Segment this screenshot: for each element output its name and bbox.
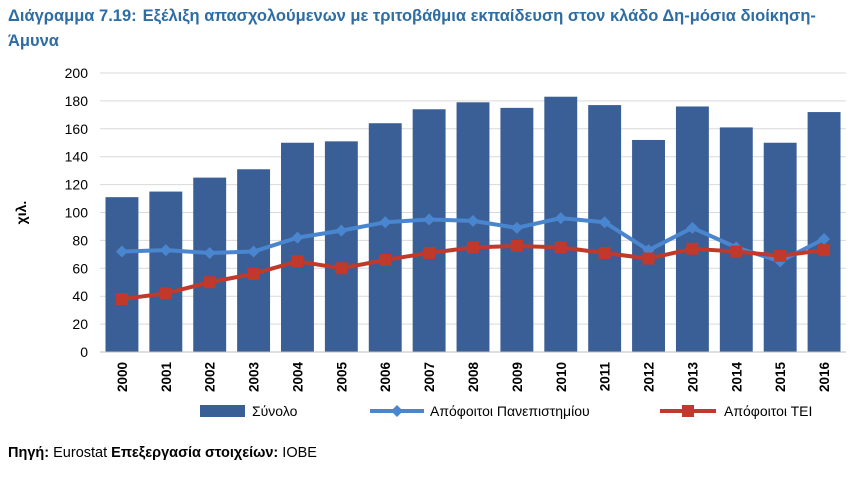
x-tick-label: 2006 [378, 362, 393, 393]
data-point [554, 212, 567, 225]
bar [193, 177, 227, 352]
x-tick-label: 2012 [642, 362, 657, 392]
data-point [818, 244, 831, 257]
bar [237, 169, 271, 352]
data-point [642, 244, 655, 257]
data-point [247, 267, 260, 280]
bar [807, 112, 841, 352]
source-processor: ΙΟΒΕ [282, 445, 317, 461]
legend-label: Απόφοιτοι ΤΕΙ [724, 403, 812, 419]
data-point [115, 292, 128, 305]
bar [149, 191, 183, 352]
y-tick-label: 160 [65, 121, 89, 137]
y-tick-label: 0 [80, 344, 88, 360]
x-tick-label: 2001 [159, 362, 174, 393]
data-point [291, 231, 304, 244]
bar [412, 109, 446, 353]
source-note: Πηγή: Eurostat Επεξεργασία στοιχείων: ΙΟ… [8, 445, 317, 461]
data-point [598, 216, 611, 229]
x-tick-label: 2011 [598, 362, 613, 392]
source-processing-label: Επεξεργασία στοιχείων: [111, 445, 279, 461]
y-tick-label: 180 [65, 93, 89, 109]
legend-marker [682, 405, 694, 417]
x-tick-label: 2009 [510, 362, 525, 392]
x-tick-label: 2014 [729, 362, 744, 393]
y-tick-label: 100 [65, 205, 89, 221]
bar [763, 142, 797, 352]
data-point [510, 221, 523, 234]
data-point [115, 245, 128, 258]
data-point [467, 241, 479, 254]
source-origin: Eurostat [53, 445, 108, 461]
x-tick-label: 2016 [817, 362, 832, 393]
bar [105, 197, 139, 352]
data-point [686, 221, 699, 234]
bar [456, 102, 490, 352]
data-point [598, 246, 611, 259]
y-tick-label: 120 [65, 177, 89, 193]
y-tick-label: 140 [65, 149, 89, 165]
chart-title: Διάγραμμα 7.19: Εξέλιξη απασχολούμενων με… [8, 4, 844, 54]
x-tick-label: 2004 [290, 362, 305, 393]
data-point [510, 239, 523, 252]
data-point [379, 253, 392, 266]
x-tick-label: 2010 [554, 362, 569, 392]
x-tick-label: 2000 [115, 362, 130, 392]
data-point [291, 255, 304, 268]
x-tick-label: 2002 [203, 362, 218, 392]
bar [281, 142, 314, 352]
data-point [203, 246, 216, 259]
data-point [423, 213, 436, 226]
x-tick-label: 2003 [247, 362, 262, 393]
x-tick-label: 2013 [685, 362, 700, 393]
data-point [467, 214, 479, 227]
bar [324, 141, 358, 352]
y-tick-label: 40 [72, 288, 88, 304]
data-point [379, 216, 392, 229]
x-tick-label: 2008 [466, 362, 481, 393]
x-tick-label: 2007 [422, 362, 437, 392]
data-point [730, 245, 743, 258]
data-point [423, 246, 436, 259]
source-label: Πηγή: [8, 445, 50, 461]
data-point [554, 241, 567, 254]
chart-title-number: Διάγραμμα 7.19: [8, 7, 137, 25]
data-point [335, 224, 348, 237]
y-axis-label: χιλ. [13, 201, 29, 225]
y-tick-label: 60 [72, 260, 88, 276]
data-point [774, 249, 787, 262]
bar [544, 96, 578, 352]
data-point [159, 244, 172, 257]
bar [719, 127, 753, 352]
legend-label: Απόφοιτοι Πανεπιστημίου [430, 403, 590, 419]
data-point [247, 245, 260, 258]
x-tick-label: 2015 [773, 362, 788, 393]
data-point [335, 262, 348, 275]
legend-swatch-bar [200, 405, 245, 417]
legend-marker [391, 405, 403, 417]
chart: 0 20 40 60 80 100 120 140 160 180 200 χιλ. 2000 2001 2… [13, 65, 846, 419]
legend-label: Σύνολο [252, 403, 298, 419]
data-point [159, 287, 172, 300]
data-point [686, 242, 699, 255]
bar [368, 123, 402, 352]
y-tick-label: 200 [65, 65, 89, 81]
y-tick-label: 80 [72, 232, 88, 248]
data-point [818, 233, 831, 246]
chart-title-text: Εξέλιξη απασχολούμενων με τριτοβάθμια εκ… [8, 7, 816, 50]
x-tick-label: 2005 [334, 362, 349, 393]
data-point [642, 252, 655, 265]
data-point [203, 276, 216, 289]
y-tick-label: 20 [72, 316, 88, 332]
